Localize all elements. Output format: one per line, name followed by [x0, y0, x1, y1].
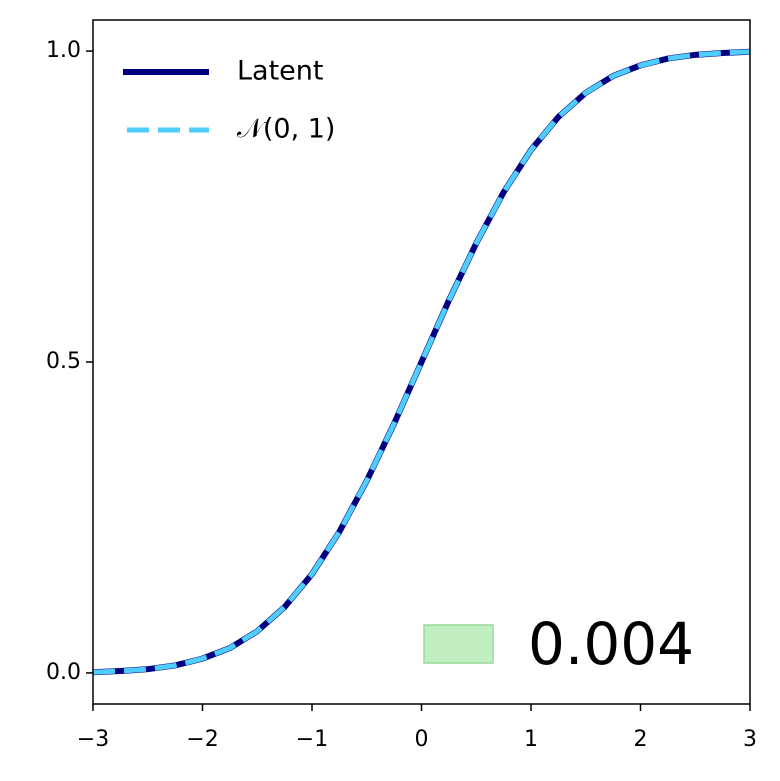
x-tick-label: 0 [415, 727, 429, 752]
legend-label: 𝒩(0, 1) [237, 114, 335, 145]
x-tick-label: −1 [296, 727, 328, 752]
x-tick-label: 3 [743, 727, 757, 752]
y-tick-label: 0.0 [46, 660, 81, 685]
series-line [92, 48, 751, 676]
y-tick-label: 1.0 [46, 38, 81, 63]
y-tick-label: 0.5 [46, 349, 81, 374]
annotation-text: 0.004 [528, 610, 694, 678]
series-line [92, 49, 751, 675]
x-tick-label: 1 [524, 727, 538, 752]
x-tick-label: −2 [186, 727, 218, 752]
legend-label: Latent [237, 56, 323, 87]
x-tick-label: 2 [634, 727, 648, 752]
x-tick-label: −3 [77, 727, 109, 752]
annotation-patch [423, 624, 494, 664]
